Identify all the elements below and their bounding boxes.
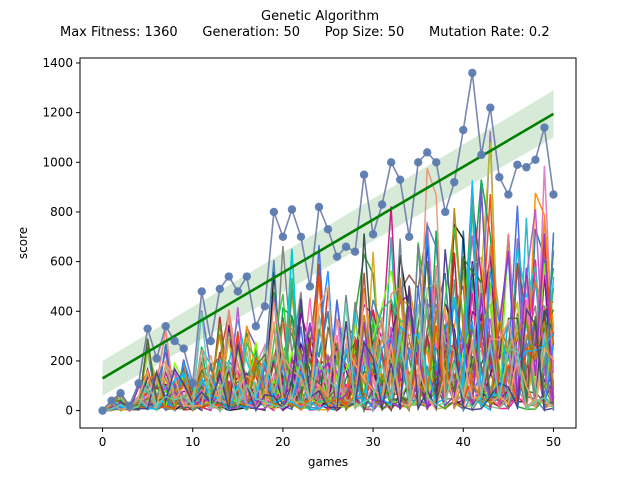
y-tick-label: 600	[50, 255, 73, 269]
max-fitness-point	[486, 103, 495, 112]
max-fitness-point	[386, 158, 396, 167]
max-fitness-point	[341, 242, 351, 251]
max-fitness-point	[495, 172, 504, 182]
max-fitness-point	[170, 336, 179, 346]
y-tick-label: 1200	[42, 106, 73, 120]
max-fitness-point	[125, 401, 134, 410]
max-fitness-point	[206, 336, 215, 346]
max-fitness-point	[287, 205, 297, 214]
x-tick-label: 30	[365, 435, 380, 449]
chart-title: Genetic Algorithm	[261, 9, 379, 24]
axes-frame	[79, 57, 577, 429]
max-fitness-point	[179, 344, 188, 353]
max-fitness-point	[504, 190, 513, 199]
max-fitness-point	[549, 190, 558, 199]
max-fitness-point	[377, 200, 387, 209]
max-fitness-point	[323, 225, 333, 234]
max-fitness-point	[477, 150, 486, 160]
x-axis-label: games	[308, 455, 348, 469]
population-series-line	[102, 302, 555, 412]
max-fitness-point	[161, 321, 170, 331]
max-fitness-point	[197, 287, 206, 296]
trend-line	[101, 112, 555, 380]
max-fitness-point	[215, 284, 224, 294]
max-fitness-point	[260, 302, 270, 311]
max-fitness-point	[459, 125, 468, 135]
y-tick-label: 200	[50, 354, 73, 368]
x-tick-label: 20	[275, 435, 290, 449]
x-tick-label: 40	[456, 435, 471, 449]
y-tick-label: 400	[50, 304, 73, 318]
max-fitness-point	[251, 321, 261, 331]
y-tick-label: 0	[65, 404, 73, 418]
max-fitness-point	[513, 160, 522, 169]
max-fitness-point	[395, 175, 405, 184]
population-series-line	[101, 284, 555, 413]
max-fitness-point	[134, 379, 143, 388]
max-fitness-point	[432, 158, 441, 167]
max-fitness-point	[314, 202, 324, 212]
max-fitness-point	[468, 68, 477, 78]
max-fitness-point	[540, 123, 549, 132]
max-fitness-point	[233, 287, 243, 296]
max-fitness-point	[368, 230, 378, 239]
max-fitness-point	[413, 158, 423, 167]
x-tick-label: 50	[546, 435, 561, 449]
population-series-line	[102, 208, 555, 412]
max-fitness-point	[224, 272, 233, 281]
max-fitness-point	[423, 148, 432, 157]
max-fitness-point	[107, 396, 116, 405]
x-tick-label: 0	[99, 435, 107, 449]
max-fitness-point	[152, 354, 161, 363]
max-fitness-point	[269, 207, 279, 217]
chart-subtitle: Max Fitness: 1360 Generation: 50 Pop Siz…	[60, 25, 550, 40]
y-tick-label: 800	[50, 205, 73, 219]
y-tick-label: 1400	[42, 56, 73, 70]
max-fitness-point	[450, 177, 459, 187]
max-fitness-point	[278, 232, 288, 241]
max-fitness-point	[359, 170, 369, 179]
x-tick-label: 10	[185, 435, 200, 449]
max-fitness-point	[296, 232, 306, 241]
max-fitness-point	[404, 232, 414, 241]
max-fitness-point	[441, 207, 450, 217]
max-fitness-point	[98, 406, 107, 415]
max-fitness-point	[188, 379, 197, 388]
y-axis-label: score	[16, 227, 30, 259]
max-fitness-point	[350, 247, 360, 256]
population-series-line	[102, 167, 554, 412]
max-fitness-point	[522, 163, 531, 172]
max-fitness-point	[116, 389, 125, 398]
population-series-line	[101, 180, 555, 412]
max-fitness-point	[242, 272, 252, 281]
population-series-line	[102, 249, 554, 413]
max-fitness-point	[332, 252, 342, 261]
max-fitness-point	[531, 155, 540, 165]
y-tick-label: 1000	[42, 155, 73, 169]
max-fitness-point	[305, 282, 315, 291]
max-fitness-point	[143, 324, 152, 333]
